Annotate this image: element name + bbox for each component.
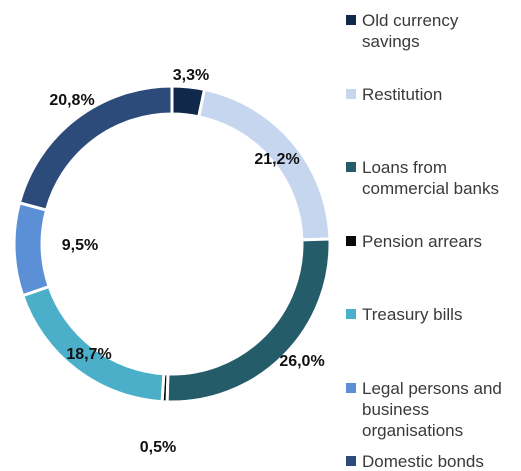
- legend-label: Legal persons and business organisations: [362, 378, 502, 440]
- legend-label: Restitution: [362, 84, 443, 104]
- legend-item: Restitution: [346, 84, 518, 105]
- data-label: 20,8%: [49, 92, 94, 109]
- legend-label: Old currency savings: [362, 11, 459, 51]
- legend-swatch: [346, 15, 356, 25]
- legend-item: Domestic bonds: [346, 451, 518, 471]
- legend-swatch: [346, 382, 356, 393]
- legend-item: Old currency savings: [346, 10, 518, 52]
- legend-swatch: [346, 162, 356, 172]
- data-label: 3,3%: [173, 67, 209, 84]
- donut-segment: [12, 200, 52, 298]
- data-label: 0,5%: [140, 439, 176, 456]
- data-label: 26,0%: [279, 353, 324, 370]
- legend-label: Treasury bills: [362, 305, 463, 324]
- legend-swatch: [346, 309, 356, 319]
- legend-swatch: [346, 88, 356, 99]
- data-label: 21,2%: [254, 151, 299, 168]
- donut-segment: [20, 284, 166, 404]
- legend-label: Loans from commercial banks: [362, 158, 499, 198]
- data-label: 9,5%: [62, 237, 98, 254]
- data-label: 18,7%: [66, 346, 111, 363]
- legend-label: Domestic bonds: [362, 452, 484, 471]
- legend-swatch: [346, 456, 356, 466]
- legend-item: Loans from commercial banks: [346, 157, 518, 199]
- legend-swatch: [346, 235, 356, 246]
- legend-item: Pension arrears: [346, 231, 518, 252]
- legend-item: Treasury bills: [346, 304, 518, 325]
- legend-item: Legal persons and business organisations: [346, 378, 518, 441]
- donut-segment: [165, 237, 332, 404]
- donut-segment: [17, 84, 174, 212]
- legend-label: Pension arrears: [362, 231, 483, 251]
